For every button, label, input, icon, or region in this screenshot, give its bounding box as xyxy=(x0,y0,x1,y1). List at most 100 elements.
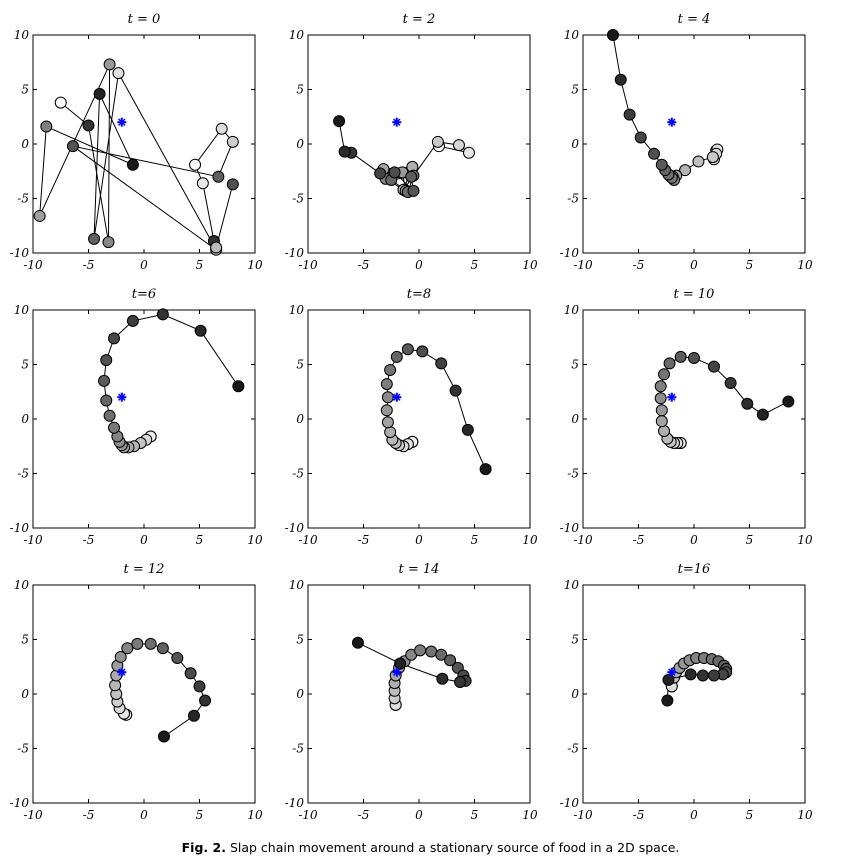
salp-point xyxy=(692,155,705,168)
salp-point xyxy=(226,178,239,191)
y-tick-label: -10 xyxy=(10,521,30,535)
salp-point xyxy=(381,391,394,404)
food-marker-dline xyxy=(393,393,401,401)
salp-point xyxy=(452,139,465,152)
salp-point xyxy=(381,416,394,429)
x-tick-label: 0 xyxy=(690,808,698,822)
salp-point xyxy=(121,642,134,655)
y-tick-label: 0 xyxy=(571,687,579,701)
salp-point xyxy=(54,96,67,109)
chart-panel-6: t = 10 -10 -5 0 5 10 10 5 0 -5 -10 xyxy=(560,287,813,547)
chart-title: t = 2 xyxy=(403,12,436,27)
y-tick-label: -10 xyxy=(285,246,305,260)
x-tick-label: 0 xyxy=(415,533,423,547)
chart-panel-3: t = 4 -10 -5 0 5 10 10 5 0 -5 -10 xyxy=(560,12,813,272)
salp-point xyxy=(407,184,420,197)
chart-panel-8: t = 14 -10 -5 0 5 10 10 5 0 -5 -10 xyxy=(285,562,538,822)
food-marker-dline xyxy=(393,118,401,126)
food-source-marker xyxy=(392,667,402,677)
salp-point xyxy=(66,140,79,153)
y-tick-label: -5 xyxy=(567,192,579,206)
salp-point xyxy=(707,669,720,682)
plot-frame xyxy=(32,584,256,804)
x-tick-label: 10 xyxy=(522,533,538,547)
y-tick-label: -10 xyxy=(560,521,580,535)
x-tick-label: 10 xyxy=(797,258,813,272)
salp-point xyxy=(688,351,700,364)
x-tick-label: -10 xyxy=(573,533,593,547)
x-tick-label: 0 xyxy=(415,258,423,272)
salp-point xyxy=(724,377,737,390)
salp-point xyxy=(40,120,53,133)
x-tick-label: 10 xyxy=(797,808,813,822)
x-tick-label: 5 xyxy=(471,533,479,547)
salp-point xyxy=(108,332,121,345)
salp-point xyxy=(655,158,668,171)
y-tick-label: 0 xyxy=(21,137,29,151)
salp-point xyxy=(380,404,393,417)
salp-point xyxy=(384,426,397,439)
y-tick-label: -5 xyxy=(17,467,29,481)
salp-point xyxy=(655,415,668,428)
y-tick-label: -10 xyxy=(560,246,580,260)
salp-point xyxy=(189,158,202,171)
x-tick-label: 5 xyxy=(471,258,479,272)
salp-point xyxy=(156,642,169,655)
caption-text: Slap chain movement around a stationary … xyxy=(229,840,680,855)
salp-point xyxy=(662,673,675,686)
salp-point xyxy=(98,374,111,387)
chart-panel-2: t = 2 -10 -5 0 5 10 10 5 0 -5 -10 xyxy=(285,12,538,272)
chart-title: t = 10 xyxy=(674,287,715,302)
salp-point xyxy=(126,314,139,327)
plot-frame xyxy=(32,309,256,529)
food-marker-dline xyxy=(118,668,126,676)
y-tick-label: -10 xyxy=(10,796,30,810)
chart-title: t = 12 xyxy=(124,562,165,577)
x-tick-label: 10 xyxy=(522,258,538,272)
y-tick-label: 5 xyxy=(21,633,29,647)
y-tick-label: 5 xyxy=(571,358,579,372)
y-tick-label: 10 xyxy=(289,28,305,42)
salp-point xyxy=(425,645,438,658)
salp-point xyxy=(232,380,245,393)
salp-point xyxy=(658,424,671,437)
y-tick-label: 5 xyxy=(296,358,304,372)
y-tick-label: 0 xyxy=(296,412,304,426)
salp-point xyxy=(193,680,206,693)
salp-point xyxy=(436,672,449,685)
plot-frame xyxy=(582,34,806,254)
x-tick-label: -10 xyxy=(298,258,318,272)
y-tick-label: 5 xyxy=(296,633,304,647)
y-tick-label: -10 xyxy=(285,796,305,810)
food-source-marker xyxy=(117,667,127,677)
salp-point xyxy=(449,384,462,397)
chart-title: t=8 xyxy=(407,287,431,302)
salp-point xyxy=(33,209,46,222)
x-tick-label: 5 xyxy=(196,258,204,272)
salp-point xyxy=(706,151,719,164)
chart-title: t = 14 xyxy=(399,562,440,577)
salp-point xyxy=(112,67,125,80)
food-source-marker xyxy=(667,667,677,677)
salp-point xyxy=(405,170,418,183)
food-source-marker xyxy=(392,117,402,127)
salp-point xyxy=(756,408,769,421)
y-tick-label: 10 xyxy=(289,303,305,317)
chart-title: t=16 xyxy=(678,562,711,577)
salp-point xyxy=(226,135,239,148)
x-tick-label: 0 xyxy=(690,533,698,547)
x-tick-label: 0 xyxy=(140,808,148,822)
x-tick-label: -5 xyxy=(633,808,645,822)
salp-point xyxy=(614,73,627,86)
x-tick-label: 5 xyxy=(471,808,479,822)
caption-label: Fig. 2. xyxy=(181,840,226,855)
y-tick-label: -5 xyxy=(567,467,579,481)
salp-point xyxy=(462,146,475,159)
chart-panel-1: t = 0 -10 -5 0 5 10 10 5 0 -5 -10 xyxy=(10,12,263,272)
salp-point xyxy=(103,58,116,71)
salp-point xyxy=(109,679,122,692)
plot-frame xyxy=(307,584,531,804)
x-tick-label: -10 xyxy=(573,258,593,272)
x-tick-label: 5 xyxy=(746,258,754,272)
